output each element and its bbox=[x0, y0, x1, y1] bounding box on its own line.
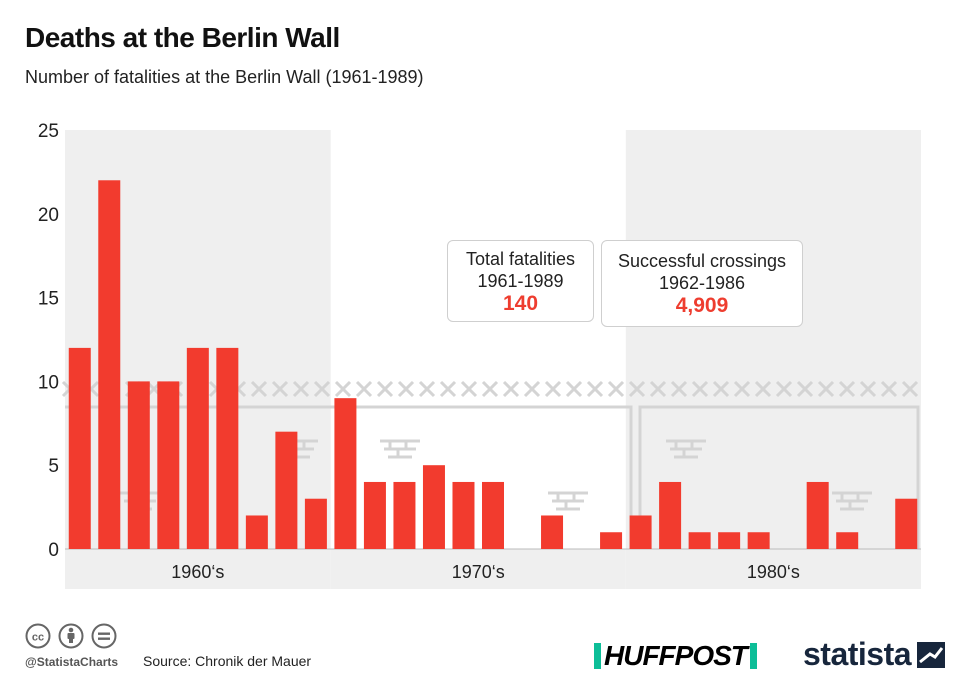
barbed-wire-mark bbox=[796, 380, 814, 398]
bar-1961 bbox=[68, 347, 91, 549]
bar-1966 bbox=[216, 347, 239, 549]
callout-total-line2: 1961-1989 bbox=[477, 271, 564, 291]
barbed-wire-mark bbox=[838, 380, 856, 398]
decade-label: 1960‘s bbox=[171, 562, 224, 582]
barbed-wire-mark bbox=[502, 380, 520, 398]
total-fatalities-callout: Total fatalities 1961-1989 140 bbox=[447, 240, 594, 322]
barbed-wire-mark bbox=[733, 380, 751, 398]
barbed-wire-mark bbox=[586, 380, 604, 398]
barbed-wire-mark bbox=[397, 380, 415, 398]
barbed-wire-mark bbox=[670, 380, 688, 398]
callout-total-line1: Total fatalities bbox=[465, 249, 576, 269]
bar-1975 bbox=[482, 481, 504, 549]
bar-1974 bbox=[452, 481, 475, 549]
barbed-wire-mark bbox=[712, 380, 730, 398]
barbed-wire-mark bbox=[649, 380, 667, 398]
brick-motif bbox=[832, 491, 872, 511]
brick-motif bbox=[548, 491, 588, 511]
wall-outline bbox=[638, 405, 920, 549]
barbed-wire-mark bbox=[544, 380, 562, 398]
barbed-wire-mark bbox=[271, 380, 289, 398]
bar-1970 bbox=[334, 398, 357, 549]
huffpost-bar-left-icon bbox=[594, 643, 601, 669]
bar-1980 bbox=[629, 515, 652, 549]
barbed-wire-mark bbox=[901, 380, 919, 398]
bar-1977 bbox=[541, 515, 564, 549]
barbed-wire-mark bbox=[859, 380, 877, 398]
bar-1963 bbox=[127, 381, 150, 549]
barbed-wire-mark bbox=[691, 380, 709, 398]
callout-crossings-line2: 1962-1986 bbox=[658, 273, 746, 293]
statista-logo: statista bbox=[803, 636, 946, 673]
barbed-wire-mark bbox=[817, 380, 835, 398]
huffpost-bar-right-icon bbox=[749, 643, 757, 669]
bar-1989 bbox=[895, 498, 918, 549]
decade-label: 1970‘s bbox=[452, 562, 505, 582]
bar-1981 bbox=[659, 481, 682, 549]
statista-mark-icon bbox=[917, 641, 946, 668]
y-tick-label: 25 bbox=[38, 121, 59, 142]
barbed-wire-mark bbox=[355, 380, 373, 398]
bar-1973 bbox=[422, 465, 445, 549]
wall-outline bbox=[65, 405, 633, 549]
bar-1984 bbox=[747, 532, 770, 549]
bar-1972 bbox=[393, 481, 416, 549]
y-tick-label: 20 bbox=[38, 205, 59, 226]
successful-crossings-callout: Successful crossings 1962-1986 4,909 bbox=[601, 240, 803, 327]
bar-1987 bbox=[836, 532, 859, 549]
bar-1983 bbox=[718, 532, 741, 549]
barbed-wire-mark bbox=[250, 380, 268, 398]
barbed-wire-mark bbox=[775, 380, 793, 398]
barbed-wire-mark bbox=[565, 380, 583, 398]
svg-text:cc: cc bbox=[32, 632, 44, 644]
y-tick-label: 5 bbox=[48, 456, 59, 477]
barbed-wire-mark bbox=[481, 380, 499, 398]
decade-label: 1980‘s bbox=[747, 562, 800, 582]
statista-wordmark: statista bbox=[803, 636, 912, 672]
huffpost-wordmark: HUFFPOST bbox=[604, 640, 748, 671]
chart-subtitle: Number of fatalities at the Berlin Wall … bbox=[25, 67, 424, 87]
brick-motif bbox=[666, 439, 706, 459]
bar-1968 bbox=[275, 431, 298, 549]
y-tick-label: 15 bbox=[38, 289, 59, 310]
callout-total-value: 140 bbox=[502, 292, 539, 315]
bar-1962 bbox=[98, 180, 121, 549]
source-note: Source: Chronik der Mauer bbox=[143, 653, 312, 669]
bar-1971 bbox=[363, 481, 386, 549]
barbed-wire-mark bbox=[880, 380, 898, 398]
brick-motif bbox=[380, 439, 420, 459]
barbed-wire-mark bbox=[607, 380, 625, 398]
y-tick-label: 10 bbox=[38, 372, 59, 393]
bar-1986 bbox=[806, 481, 829, 549]
barbed-wire-mark bbox=[439, 380, 457, 398]
callout-crossings-value: 4,909 bbox=[675, 294, 729, 317]
bar-1979 bbox=[600, 532, 623, 549]
barbed-wire-mark bbox=[418, 380, 436, 398]
y-tick-label: 0 bbox=[48, 540, 59, 561]
bar-1965 bbox=[186, 347, 209, 549]
barbed-wire-mark bbox=[376, 380, 394, 398]
bar-1964 bbox=[157, 381, 180, 549]
decade-band bbox=[330, 549, 626, 589]
chart-title: Deaths at the Berlin Wall bbox=[25, 22, 340, 53]
callout-crossings-line1: Successful crossings bbox=[617, 251, 787, 271]
barbed-wire-mark bbox=[628, 380, 646, 398]
creative-commons-icon: cc bbox=[25, 623, 117, 649]
barbed-wire-mark bbox=[460, 380, 478, 398]
license-icons: cc bbox=[25, 623, 120, 656]
bar-1969 bbox=[304, 498, 327, 549]
bar-1982 bbox=[688, 532, 711, 549]
barbed-wire-mark bbox=[313, 380, 331, 398]
huffpost-logo: HUFFPOST bbox=[594, 640, 757, 671]
bar-1967 bbox=[245, 515, 268, 549]
barbed-wire-mark bbox=[334, 380, 352, 398]
barbed-wire-mark bbox=[754, 380, 772, 398]
barbed-wire-mark bbox=[292, 380, 310, 398]
statista-handle: @StatistaCharts bbox=[25, 655, 119, 669]
barbed-wire-mark bbox=[523, 380, 541, 398]
